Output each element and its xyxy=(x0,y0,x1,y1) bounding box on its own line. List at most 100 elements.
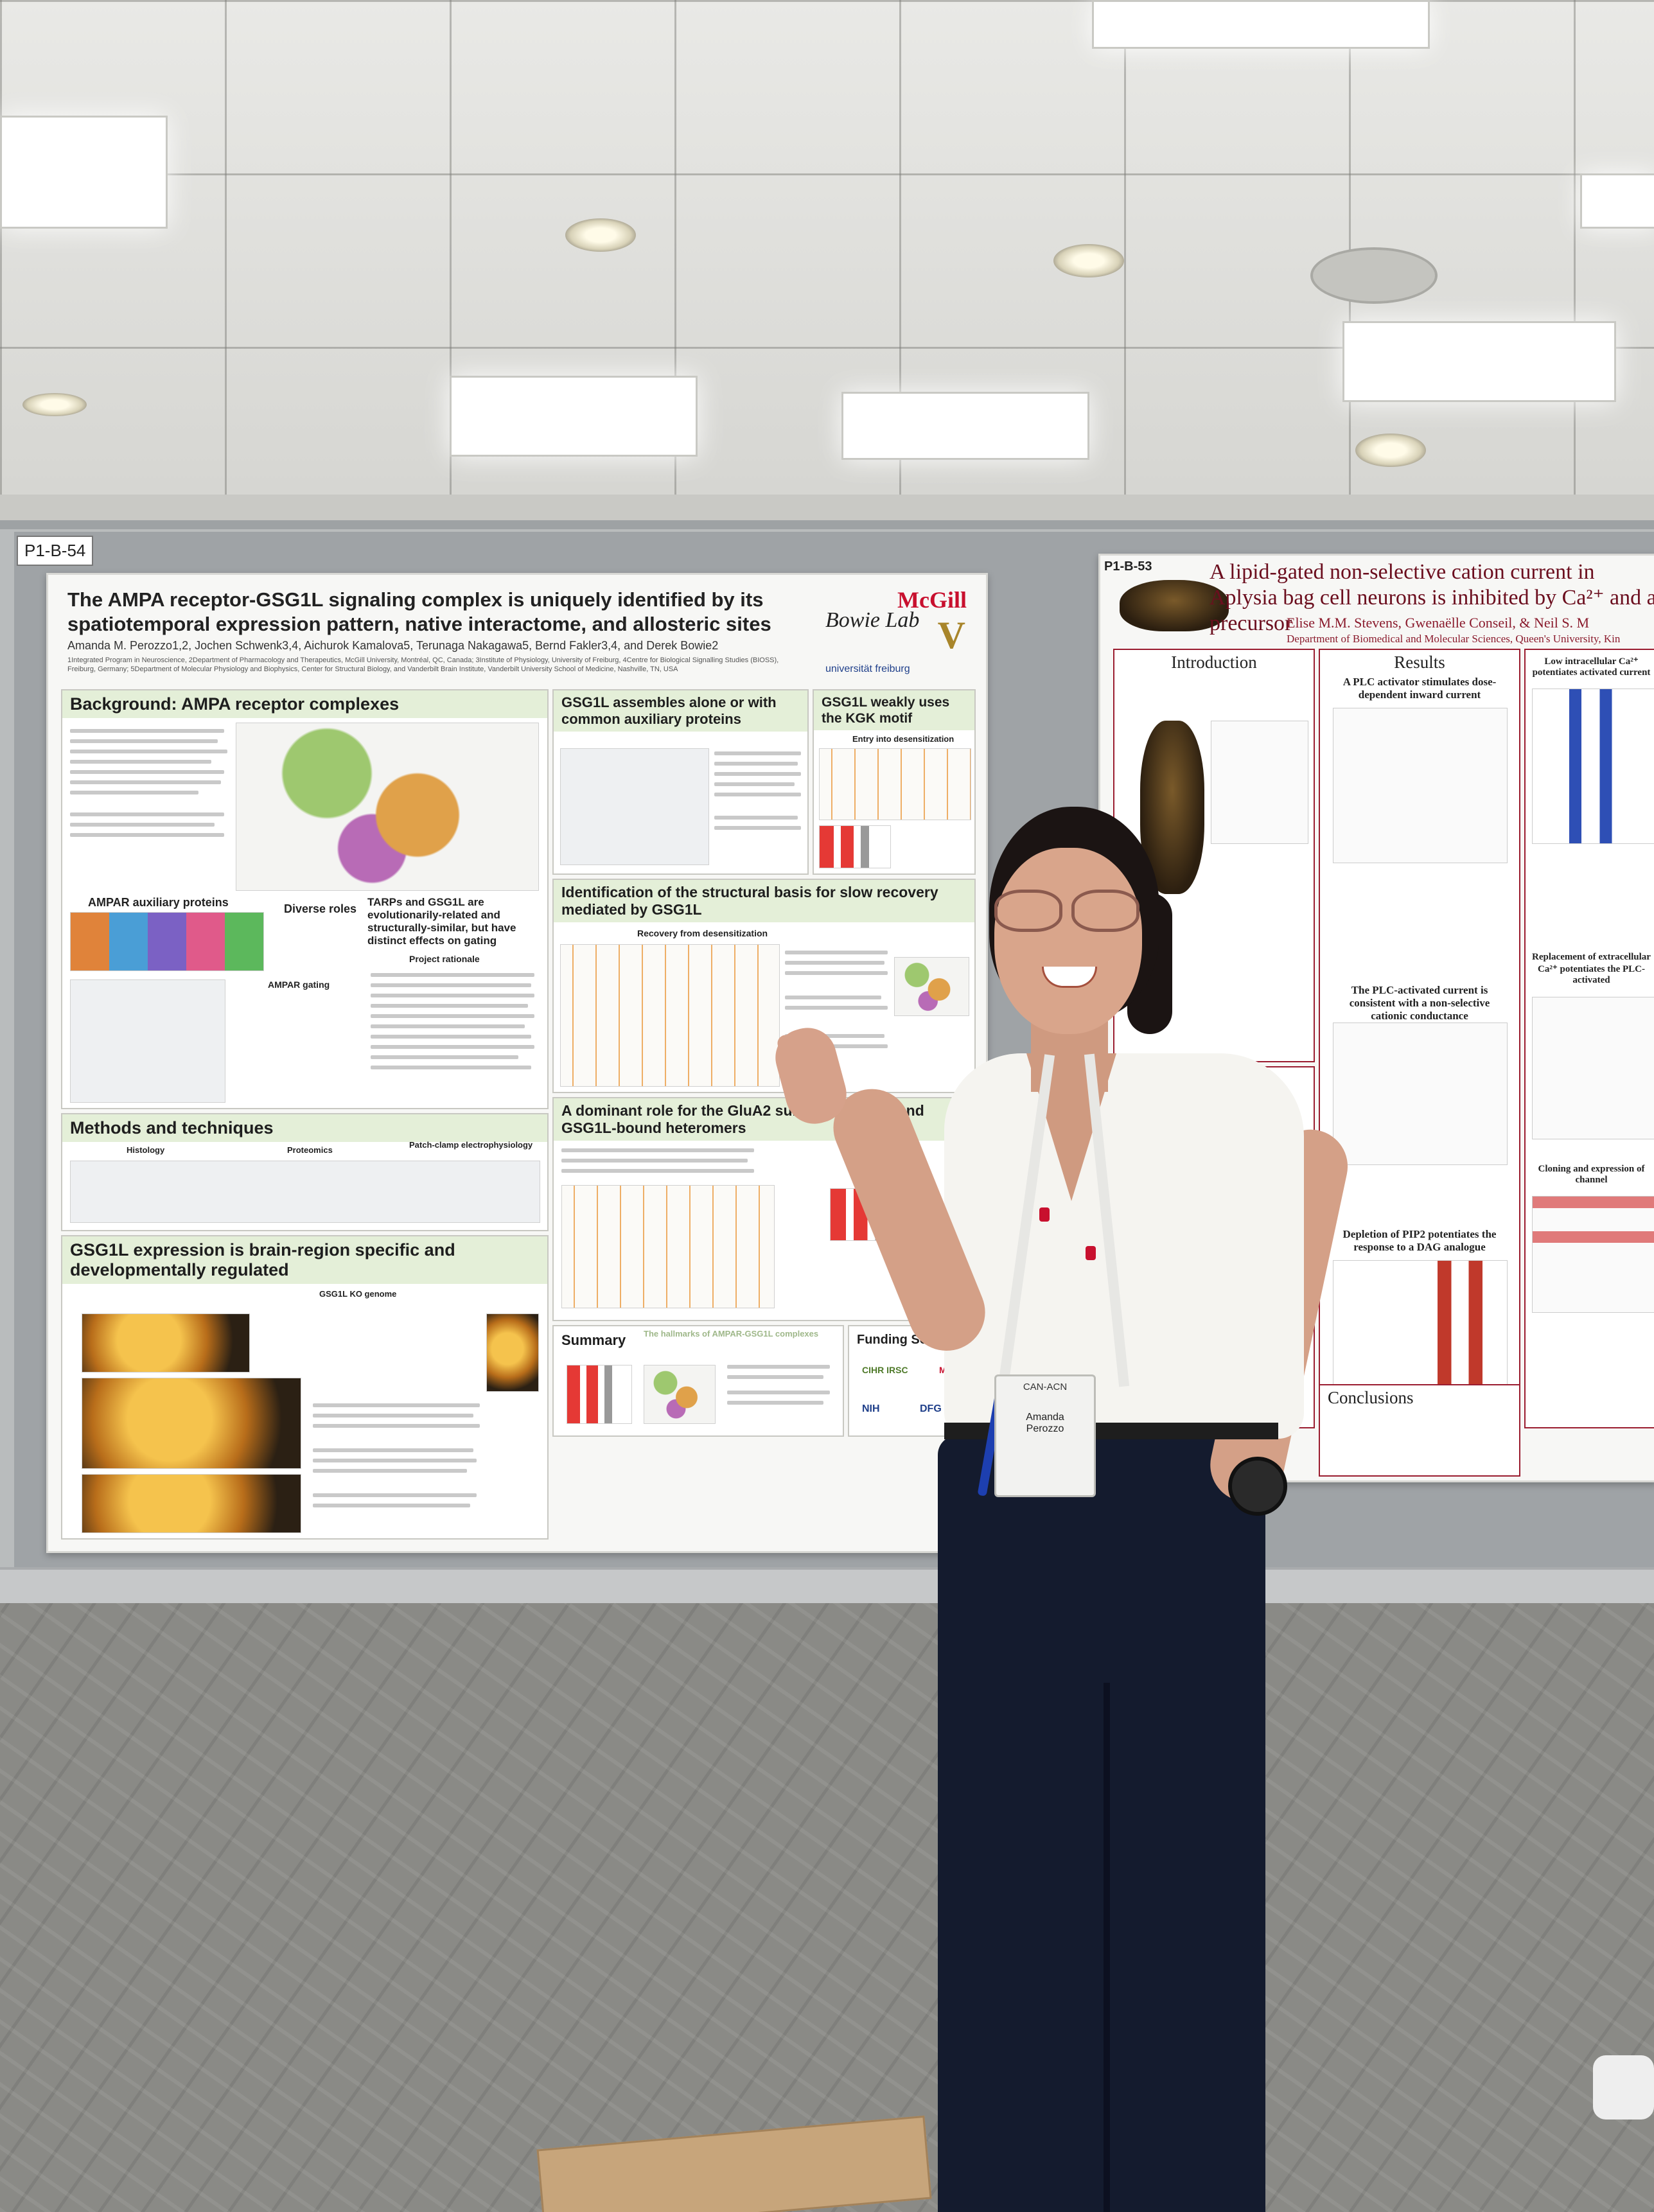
poster-authors: Amanda M. Perozzo1,2, Jochen Schwenk3,4,… xyxy=(67,639,719,652)
poster-ampa-gsg1l: The AMPA receptor-GSG1L signaling comple… xyxy=(46,573,988,1553)
figure-recovery-traces xyxy=(560,944,780,1087)
trouser-crease xyxy=(1104,1683,1110,2212)
figure-low-calcium xyxy=(1532,689,1654,844)
poster-authors-right: Elise M.M. Stevens, Gwenaëlle Conseil, &… xyxy=(1287,615,1590,631)
section-low-calcium: Low intracellular Ca²⁺ potentiates activ… xyxy=(1524,649,1654,1428)
section-assembles: GSG1L assembles alone or with common aux… xyxy=(552,689,809,875)
figure-auxiliary-membrane xyxy=(70,912,264,971)
figure-assembly-gel xyxy=(560,748,709,865)
figure-plc-iv xyxy=(1333,1023,1508,1165)
section-heading: Identification of the structural basis f… xyxy=(554,880,974,922)
figure-brain-lacz-a xyxy=(82,1313,250,1373)
figure-replacement xyxy=(1532,997,1654,1139)
ceiling xyxy=(0,0,1654,495)
subheading-summary: The hallmarks of AMPAR-GSG1L complexes xyxy=(644,1329,819,1339)
figure-neurons xyxy=(1211,721,1308,844)
ceiling-light-panel xyxy=(450,376,698,457)
subheading-auxiliary: AMPAR auxiliary proteins xyxy=(88,896,229,909)
section-summary: Summary The hallmarks of AMPAR-GSG1L com… xyxy=(552,1325,844,1437)
section-heading: Results xyxy=(1394,653,1445,672)
vanderbilt-logo: V xyxy=(937,614,965,656)
funding-logo-dfg: DFG xyxy=(920,1403,942,1414)
section-background: Background: AMPA receptor complexes AMPA… xyxy=(61,689,549,1109)
figure-binding-site xyxy=(894,957,969,1016)
subheading-cloning: Cloning and expression of channel xyxy=(1538,1164,1645,1185)
section-heading: Summary xyxy=(561,1332,626,1348)
section-structural-basis: Identification of the structural basis f… xyxy=(552,879,976,1093)
figure-heteromer-traces xyxy=(561,1185,775,1308)
figure-plc-dose xyxy=(1333,708,1508,863)
subheading-low-calcium: Low intracellular Ca²⁺ potentiates activ… xyxy=(1532,656,1651,678)
poster-title: The AMPA receptor-GSG1L signaling comple… xyxy=(67,588,771,635)
figure-kgk-traces xyxy=(819,748,971,820)
subheading-proteomics: Proteomics xyxy=(287,1145,333,1155)
ceiling-light-panel xyxy=(1342,321,1616,402)
aplysia-image xyxy=(1120,580,1229,631)
subheading-patch-clamp: Patch-clamp electrophysiology xyxy=(409,1140,533,1150)
downlight xyxy=(565,218,636,252)
section-heading: Methods and techniques xyxy=(62,1114,547,1142)
section-heading: GSG1L weakly uses the KGK motif xyxy=(814,690,974,730)
subheading-entry-desensitization: Entry into desensitization xyxy=(852,734,955,744)
face xyxy=(994,848,1142,1034)
figure-summary-complex xyxy=(644,1365,716,1424)
dark-trousers xyxy=(938,1435,1265,2212)
section-results: Results A PLC activator stimulates dose-… xyxy=(1319,649,1520,1428)
downlight xyxy=(22,393,87,416)
badge-event: CAN-ACN xyxy=(1023,1382,1068,1392)
figure-pip2 xyxy=(1333,1260,1508,1390)
figure-brain-coronal xyxy=(486,1313,539,1392)
board-tag-left: P1-B-54 xyxy=(17,536,94,566)
lanyard-logo-icon xyxy=(1086,1246,1096,1260)
ceiling-light-panel xyxy=(0,116,168,229)
subheading-plc-activator: A PLC activator stimulates dose-dependen… xyxy=(1342,676,1497,701)
downlight xyxy=(1355,434,1426,467)
section-expression: GSG1L expression is brain-region specifi… xyxy=(61,1235,549,1540)
ceiling-tile-grid xyxy=(0,0,1654,495)
subheading-histology: Histology xyxy=(127,1145,165,1155)
glasses-icon xyxy=(989,890,1143,932)
section-conclusions: Conclusions xyxy=(1319,1384,1520,1477)
ceiling-light-panel xyxy=(1580,173,1654,229)
white-bag xyxy=(1593,2055,1654,2120)
funding-logo-nih: NIH xyxy=(862,1403,880,1414)
subheading-recovery: Recovery from desensitization xyxy=(637,928,768,938)
mcgill-logo: McGill xyxy=(897,587,967,613)
poster-board-rail xyxy=(0,1567,1654,1606)
figure-brain-lacz-b xyxy=(82,1378,301,1469)
figure-gating-cycle xyxy=(70,979,225,1103)
subheading-ko-genome: GSG1L KO genome xyxy=(319,1289,397,1299)
section-heading: GSG1L expression is brain-region specifi… xyxy=(62,1236,547,1284)
subheading-gating: AMPAR gating xyxy=(268,979,330,990)
watch-icon xyxy=(1228,1457,1287,1516)
poster-logos: McGill Bowie Lab V universität freiburg xyxy=(825,583,973,685)
board-tag-right: P1-B-53 xyxy=(1104,559,1152,574)
badge-last-name: Perozzo xyxy=(1026,1423,1064,1434)
poster-title-right: A lipid-gated non-selective cation curre… xyxy=(1210,560,1654,635)
section-heading: Conclusions xyxy=(1328,1388,1414,1407)
poster-affiliations: 1Integrated Program in Neuroscience, 2De… xyxy=(67,656,779,673)
funding-logo-cihr: CIHR IRSC xyxy=(862,1365,908,1375)
ceiling-light-panel xyxy=(1092,0,1430,49)
figure-summary-bars xyxy=(567,1365,632,1424)
section-heading: Introduction xyxy=(1171,653,1257,672)
section-kgk: GSG1L weakly uses the KGK motif Entry in… xyxy=(813,689,976,875)
ceiling-vent xyxy=(1310,247,1438,304)
section-heading: GSG1L assembles alone or with common aux… xyxy=(554,690,807,732)
figure-methods xyxy=(70,1161,540,1223)
figure-cloning xyxy=(1532,1196,1654,1313)
carpet-floor xyxy=(0,1603,1654,2212)
subheading-plc-current: The PLC-activated current is consistent … xyxy=(1349,984,1490,1022)
subheading-diverse-roles: Diverse roles xyxy=(284,902,357,915)
subheading-rationale: Project rationale xyxy=(409,954,480,964)
figure-kgk-bars xyxy=(819,825,891,868)
downlight xyxy=(1053,244,1124,277)
section-heading: Background: AMPA receptor complexes xyxy=(62,690,547,718)
figure-ampar-structure xyxy=(236,723,539,891)
subheading-pip2: Depletion of PIP2 potentiates the respon… xyxy=(1342,1228,1497,1253)
freiburg-logo: universität freiburg xyxy=(825,663,910,674)
subheading-replacement: Replacement of extracellular Ca²⁺ potent… xyxy=(1532,952,1651,985)
poster-department-right: Department of Biomedical and Molecular S… xyxy=(1287,633,1621,645)
figure-brain-lacz-c xyxy=(82,1474,301,1533)
